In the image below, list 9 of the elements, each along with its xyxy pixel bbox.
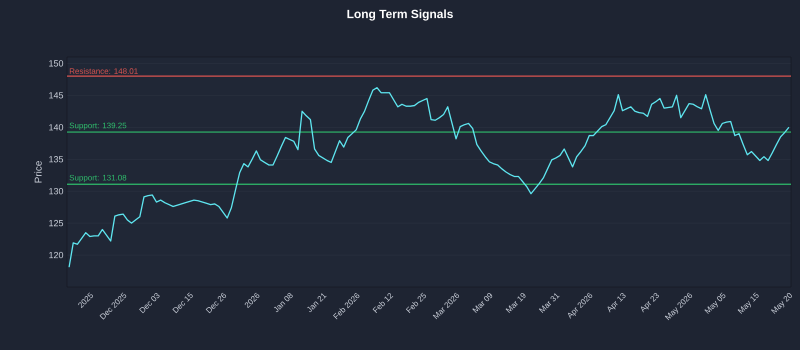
y-tick-label: 130 [49, 188, 64, 194]
y-tick-label: 125 [49, 220, 64, 226]
chart-title: Long Term Signals [347, 9, 453, 21]
y-tick-label: 120 [49, 252, 64, 258]
y-tick-label: 150 [49, 60, 64, 67]
y-axis-title: Price [34, 161, 42, 183]
y-tick-label: 140 [49, 124, 64, 130]
y-tick-label: 145 [49, 92, 64, 98]
y-tick-label: 135 [49, 156, 64, 162]
